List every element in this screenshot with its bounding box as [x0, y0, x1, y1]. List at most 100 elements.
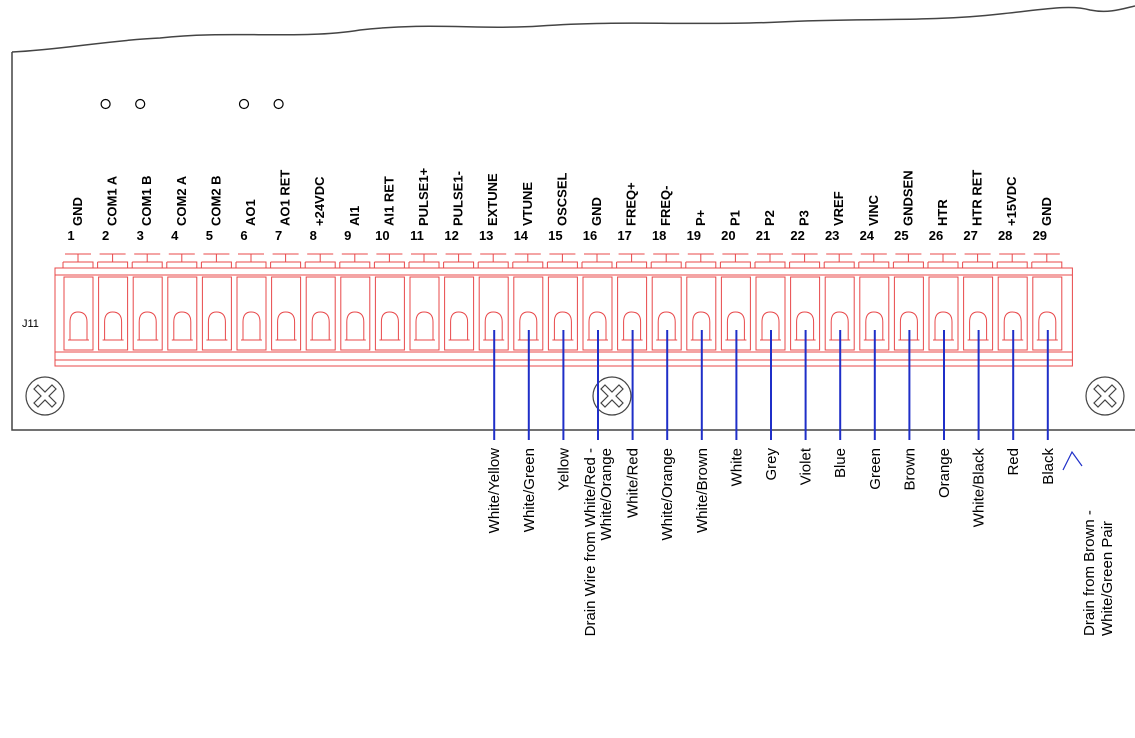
pin-label: HTR RET: [970, 170, 985, 226]
pin-number: 27: [963, 228, 977, 243]
terminal-12: [443, 253, 475, 351]
pin-number: 28: [998, 228, 1012, 243]
pin-label: HTR: [935, 199, 950, 226]
wire-label: White/Orange: [659, 448, 676, 541]
pin-label: OSCSEL: [554, 172, 569, 226]
wire-label: White/Red: [625, 448, 642, 518]
wire-label: Brown: [901, 448, 918, 491]
wire-label: Blue: [832, 448, 849, 478]
terminal-4: [166, 253, 198, 351]
board-outline: [11, 5, 1135, 53]
pin-number: 24: [860, 228, 875, 243]
pin-label: VREF: [831, 191, 846, 226]
pin-number: 23: [825, 228, 839, 243]
pin-label: GND: [70, 197, 85, 226]
wire-label: White/Brown: [694, 448, 711, 533]
drain-note-line-2: White/Green Pair: [1099, 521, 1116, 636]
pin-label: AI1: [347, 206, 362, 226]
pin-label: +15VDC: [1004, 176, 1019, 226]
pin-label: FREQ+: [624, 182, 639, 226]
drain-note-line-1: Drain from Brown -: [1081, 510, 1098, 636]
wire-label: White/Green: [521, 448, 538, 532]
wire-label: Green: [867, 448, 884, 490]
pin-number: 4: [171, 228, 179, 243]
pin-number: 18: [652, 228, 666, 243]
pin-label: P1: [727, 210, 742, 226]
pin-label: EXTUNE: [485, 173, 500, 226]
terminal-5: [200, 253, 232, 351]
wire-label: White: [728, 448, 745, 486]
pin-label: AO1 RET: [278, 170, 293, 226]
wire-label: Red: [1005, 448, 1022, 476]
screw-center-icon: [592, 376, 632, 416]
pin-label: GND: [589, 197, 604, 226]
terminal-2: [97, 253, 129, 351]
pin-number: 8: [310, 228, 317, 243]
pin-label: GNDSEN: [900, 170, 915, 226]
pin-label: VTUNE: [520, 182, 535, 226]
drain-pointer: [1062, 450, 1083, 471]
pin-number: 13: [479, 228, 493, 243]
pin-number: 7: [275, 228, 282, 243]
terminal-3: [131, 253, 163, 351]
board-edge: [11, 52, 1135, 431]
pin-label: COM2 A: [174, 175, 189, 226]
marker-dot: [238, 98, 250, 110]
pin-number: 26: [929, 228, 943, 243]
terminal-6: [235, 253, 267, 351]
pin-label: +24VDC: [312, 176, 327, 226]
pin-number: 25: [894, 228, 908, 243]
pin-number: 29: [1033, 228, 1047, 243]
marker-dot: [135, 98, 146, 110]
pin-number: 3: [137, 228, 144, 243]
wire-label: Violet: [798, 447, 815, 485]
wire-label: White/Orange: [598, 448, 615, 541]
wires: White/Yellow White/Green Yellow Drain Wire …: [486, 330, 1057, 636]
pin-number: 11: [410, 228, 424, 243]
terminal-11: [408, 253, 440, 351]
pin-number: 6: [240, 228, 247, 243]
pin-number: 22: [790, 228, 804, 243]
pin-number: 9: [344, 228, 351, 243]
board-label: J11: [22, 318, 39, 330]
pin-number: 17: [617, 228, 631, 243]
pin-number: 21: [756, 228, 770, 243]
pin-label: AO1: [243, 199, 258, 226]
pin-label: PULSE1+: [416, 167, 431, 226]
screw-left-icon: [25, 376, 65, 416]
pin-label: P2: [762, 210, 777, 226]
marker-dot: [100, 98, 111, 110]
pin-number: 1: [67, 228, 74, 243]
wire-label: Orange: [936, 448, 953, 498]
wire-label: Grey: [763, 448, 780, 481]
terminal-7: [270, 253, 302, 351]
pin-number: 16: [583, 228, 597, 243]
pin-label: AI1 RET: [381, 176, 396, 226]
pin-number: 20: [721, 228, 735, 243]
pin-label: P3: [797, 210, 812, 226]
pin-number: 2: [102, 228, 109, 243]
terminal-10: [373, 253, 405, 351]
pin-label: COM1 A: [105, 175, 120, 226]
wire-label: White/Black: [971, 448, 988, 528]
pin-number: 15: [548, 228, 562, 243]
wire-label: Yellow: [555, 448, 572, 491]
pin-label: GND: [1039, 197, 1054, 226]
pin-number: 19: [687, 228, 701, 243]
pin-label: FREQ-: [658, 186, 673, 226]
pin-number: 5: [206, 228, 213, 243]
pin-label: COM1 B: [139, 175, 154, 226]
pin-label: COM2 B: [208, 175, 223, 226]
pin-label: VINC: [866, 194, 881, 226]
marker-dot: [273, 98, 284, 110]
pin-labels: 1 GND 2 COM1 A 3 COM1 B 4 COM2 A 5 COM2 B 6 AO1 7 AO1…: [67, 98, 1054, 243]
pin-number: 14: [514, 228, 529, 243]
wire-label: Black: [1040, 448, 1057, 485]
pin-number: 12: [444, 228, 458, 243]
pin-label: PULSE1-: [451, 171, 466, 226]
terminal-8: [304, 253, 336, 351]
terminal-9: [339, 253, 371, 351]
wire-label: White/Yellow: [486, 448, 503, 533]
pin-label: P+: [693, 209, 708, 226]
